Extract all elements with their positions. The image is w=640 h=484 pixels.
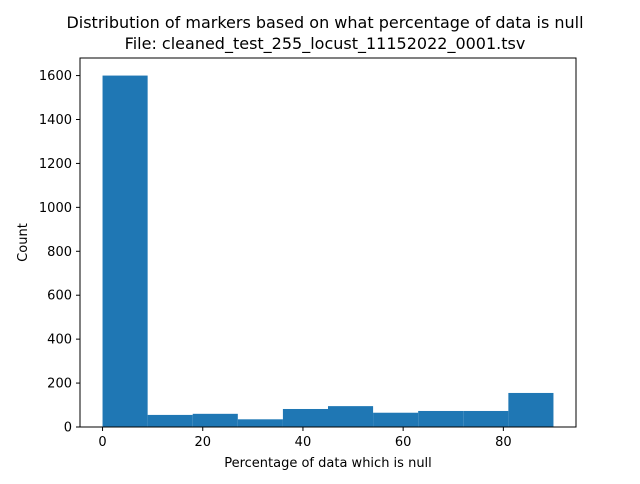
x-axis-tick-label: 40	[295, 435, 312, 450]
y-axis-tick-label: 800	[47, 245, 72, 260]
x-axis-tick-label: 0	[98, 435, 106, 450]
y-axis-tick-label: 600	[47, 289, 72, 304]
chart-title-line-2: File: cleaned_test_255_locust_11152022_0…	[125, 34, 526, 54]
histogram-bar	[463, 410, 509, 427]
histogram-bar	[147, 414, 193, 427]
y-axis-tick-label: 1600	[39, 69, 72, 84]
x-axis-tick-label: 80	[495, 435, 512, 450]
chart-title-line-1: Distribution of markers based on what pe…	[66, 13, 583, 32]
y-axis-ticks: 0 200 400 600 800 1000 1200 1400 1600	[39, 69, 80, 436]
y-axis-tick-label: 1200	[39, 157, 72, 172]
histogram-bars	[102, 75, 554, 428]
histogram-bar	[418, 410, 464, 427]
x-axis-tick-label: 60	[395, 435, 412, 450]
histogram-bar	[282, 408, 328, 427]
histogram-bar	[373, 412, 419, 427]
histogram-bar	[237, 419, 283, 427]
y-axis-tick-label: 1400	[39, 113, 72, 128]
y-axis-tick-label: 0	[64, 421, 72, 436]
y-axis-tick-label: 1000	[39, 201, 72, 216]
y-axis-tick-label: 200	[47, 377, 72, 392]
y-axis-label: Count	[16, 223, 31, 262]
chart-title: Distribution of markers based on what pe…	[66, 13, 583, 54]
histogram-bar	[192, 413, 238, 427]
histogram-bar	[328, 406, 374, 427]
x-axis-ticks: 0 20 40 60 80	[98, 427, 512, 450]
plot-frame	[79, 57, 577, 428]
histogram-bar	[508, 392, 554, 427]
histogram-bar	[102, 75, 148, 428]
y-axis-tick-label: 400	[47, 333, 72, 348]
x-axis-label: Percentage of data which is null	[224, 456, 432, 471]
x-axis-tick-label: 20	[194, 435, 211, 450]
